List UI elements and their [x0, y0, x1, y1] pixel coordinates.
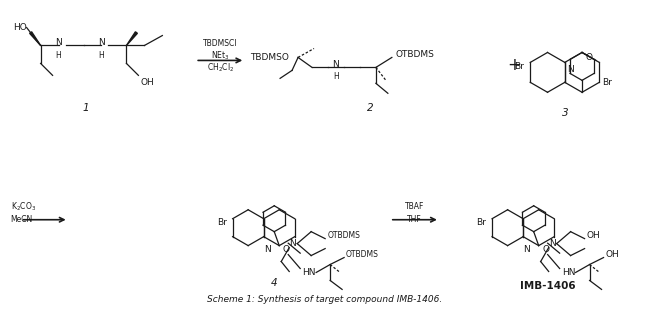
- Text: N: N: [549, 239, 555, 248]
- Text: N: N: [333, 60, 339, 69]
- Text: TBDMSO: TBDMSO: [250, 53, 289, 62]
- Text: Br: Br: [514, 62, 523, 71]
- Text: HO: HO: [12, 23, 27, 32]
- Text: TBAF: TBAF: [405, 202, 424, 211]
- Text: OH: OH: [606, 250, 619, 259]
- Text: 3: 3: [562, 108, 568, 118]
- Polygon shape: [127, 32, 137, 45]
- Text: 1: 1: [82, 103, 89, 113]
- Text: OTBDMS: OTBDMS: [396, 50, 435, 59]
- Text: TBDMSCl: TBDMSCl: [203, 39, 237, 48]
- Text: OTBDMS: OTBDMS: [346, 250, 379, 259]
- Text: 2: 2: [367, 103, 373, 113]
- Text: N: N: [264, 245, 270, 254]
- Text: N: N: [289, 239, 296, 248]
- Text: Br: Br: [216, 218, 227, 227]
- Text: O: O: [585, 53, 592, 62]
- Text: O: O: [542, 245, 549, 254]
- Text: +: +: [508, 56, 521, 74]
- Text: Br: Br: [603, 78, 612, 87]
- Text: N: N: [523, 245, 530, 254]
- Text: HN: HN: [302, 268, 316, 277]
- Text: NEt$_3$: NEt$_3$: [211, 49, 229, 62]
- Text: O: O: [283, 245, 290, 254]
- Text: CH$_2$Cl$_2$: CH$_2$Cl$_2$: [207, 61, 234, 74]
- Text: Scheme 1: Synthesis of target compound IMB-1406.: Scheme 1: Synthesis of target compound I…: [207, 295, 443, 304]
- Text: N: N: [55, 38, 62, 47]
- Polygon shape: [30, 32, 40, 45]
- Text: K$_2$CO$_3$: K$_2$CO$_3$: [10, 201, 36, 213]
- Text: MeCN: MeCN: [10, 215, 33, 224]
- Text: OH: OH: [586, 231, 601, 240]
- Text: H: H: [333, 72, 339, 81]
- Text: OH: OH: [140, 78, 154, 87]
- Text: THF: THF: [408, 215, 422, 224]
- Text: Br: Br: [476, 218, 486, 227]
- Text: 4: 4: [270, 278, 277, 288]
- Text: N: N: [98, 38, 105, 47]
- Text: HN: HN: [562, 268, 575, 277]
- Text: H: H: [99, 51, 105, 60]
- Text: OTBDMS: OTBDMS: [327, 231, 360, 240]
- Text: H: H: [56, 51, 62, 60]
- Text: IMB-1406: IMB-1406: [520, 281, 575, 291]
- Text: N: N: [567, 65, 573, 74]
